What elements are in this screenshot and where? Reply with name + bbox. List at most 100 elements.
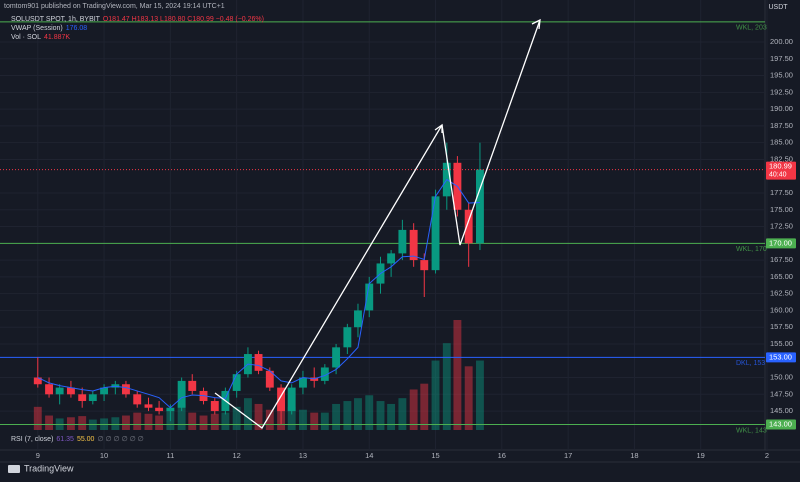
level-label: WKL, 170 [736,246,767,253]
volume-bar [387,403,396,430]
candle-body [210,401,219,412]
y-tick-label: 165.00 [770,272,793,281]
legend-item: RSI (7, close) [11,436,53,443]
volume-bar [343,401,352,430]
volume-bar [265,409,274,430]
y-tick-label: 157.50 [770,322,793,331]
volume-bar [243,398,252,430]
volume-bar [177,403,186,430]
candle-body [45,384,53,395]
legend-row: Vol · SOL 41.887K [11,34,70,41]
candle-body [100,387,109,395]
volume-bar [310,412,319,430]
arrow-head [434,123,443,133]
level-label: WKL, 143 [736,427,767,434]
candle-body [332,347,341,368]
volume-bar [442,343,451,430]
candle-body [78,394,87,402]
arrow-head [531,18,541,30]
x-tick-label: 9 [36,451,40,460]
candle-body [277,387,286,412]
x-tick-label: 17 [564,451,572,460]
candle-body [420,260,429,271]
x-tick-label: 11 [166,451,174,460]
y-tick-label: 185.00 [770,138,793,147]
legend-item: 176.08 [66,25,88,32]
candle-body [122,384,130,395]
volume-bar [122,415,130,430]
volume-bar [144,413,153,430]
countdown: 40:40 [769,171,787,178]
candle-body [287,387,296,412]
plot [0,0,768,450]
candle-body [431,196,440,271]
legend-item: 61.35 [56,436,74,443]
x-tick-label: 15 [431,451,439,460]
legend-row: RSI (7, close) 61.35 55.00 ∅ ∅ ∅ ∅ ∅ ∅ [11,436,144,443]
level-tag-label: 170.00 [769,238,792,247]
y-tick-label: 182.50 [770,154,793,163]
vwap-line [37,178,480,409]
volume-bar [365,395,374,430]
y-tick-label: 160.00 [770,305,793,314]
candle-body [232,374,241,391]
candle-body [177,380,186,408]
volume-bar [210,413,219,430]
publisher: tomtom901 published on TradingView.com, … [4,3,225,10]
y-tick-label: 175.00 [770,205,793,214]
y-tick-label: 162.50 [770,289,793,298]
candle-body [166,407,175,412]
volume-bar [409,389,418,430]
legend-row: SOLUSDT SPOT, 1h, BYBIT O181.47 H183.13 L… [11,16,264,23]
volume-bar [398,398,407,430]
legend-item: ∅ ∅ ∅ ∅ ∅ ∅ [97,436,143,443]
candle-body [66,387,75,395]
candle-body [133,394,142,405]
legend-item: VWAP (Session) [11,25,63,32]
arrow [214,124,443,429]
y-tick-label: 187.50 [770,121,793,130]
y-tick-label: 190.00 [770,104,793,113]
legend-item: SOLUSDT SPOT, 1h, BYBIT [11,16,101,23]
x-tick-label: 18 [630,451,638,460]
volume-bar [188,412,197,430]
candle-body [476,169,484,244]
candle-body [55,387,64,395]
candle-body [144,404,153,408]
candle-body [33,377,42,385]
volume-bar [66,417,75,430]
y-tick-label: 147.50 [770,389,793,398]
volume-bar [354,398,362,430]
volume-bar [464,366,473,430]
level-tag [766,419,796,430]
candle-body [464,209,473,244]
volume-bar [33,406,42,430]
candle-body [343,327,352,348]
y-tick-label: 172.50 [770,222,793,231]
volume-bar [232,406,241,430]
y-tick-label: 167.50 [770,255,793,264]
volume-bar [332,403,341,430]
brand-logo [8,465,20,473]
level-label: WKL, 203 [736,25,767,32]
volume-bar [453,320,462,430]
level-tag-label: 143.00 [769,419,792,428]
y-tick-label: 145.00 [770,406,793,415]
annotation-arrows [214,18,541,429]
legend-item: 55.00 [77,436,95,443]
candle-body [320,367,329,381]
last-price-tag [766,161,796,180]
x-tick-label: 14 [365,451,373,460]
y-tick-label: 195.00 [770,71,793,80]
candle-body [409,229,418,261]
candle-body [265,370,274,388]
volume-bar [111,417,120,430]
volume-bar [133,412,142,430]
candle-body [88,394,97,402]
candle-body [354,310,362,328]
volume-bar [287,406,296,430]
x-tick-label: 2 [765,451,769,460]
legend-row: VWAP (Session) 176.08 [11,25,87,32]
y-tick-label: 155.00 [770,339,793,348]
candle-body [155,407,164,412]
